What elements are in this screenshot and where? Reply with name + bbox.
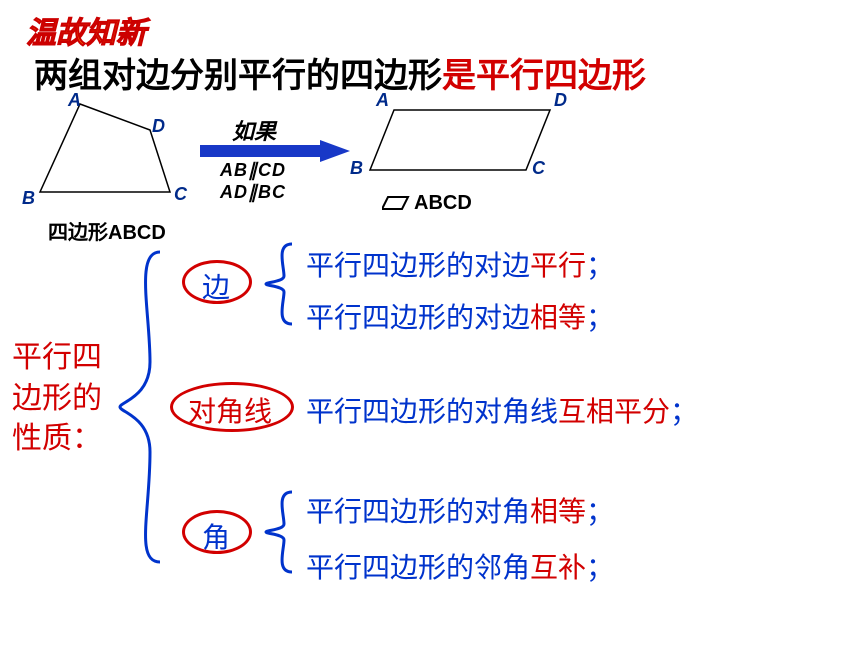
properties-area: 平行四 边形的 性质： 边 对角线 角 平行四边形的对边平行； 平行四边形的对边… (10, 242, 840, 622)
para-label-d: D (554, 90, 567, 111)
prop-edge-2: 平行四边形的对边相等； (306, 296, 614, 336)
prop-edge-2-blue: 平行四边形的对边 (306, 303, 530, 334)
main-brace-path (120, 252, 160, 562)
side-label-line-3: 性质： (12, 419, 102, 460)
prop-diag-red: 互相平分 (558, 397, 670, 428)
category-edge: 边 (202, 266, 230, 306)
quad-label-b: B (22, 188, 35, 209)
quad-caption: 四边形ABCD (48, 216, 166, 245)
side-label-line-1: 平行四 (12, 338, 102, 379)
quad-label-c: C (174, 184, 187, 205)
review-title: 温故知新 (26, 8, 146, 52)
category-angle: 角 (202, 516, 230, 556)
para-label-c: C (532, 158, 545, 179)
parallelogram-shape (370, 110, 550, 170)
angle-brace-svg (258, 486, 298, 578)
prop-angle-1-red: 相等 (530, 497, 586, 528)
para-symbol-svg (382, 194, 412, 214)
diagram-area: A D B C 四边形ABCD 如果 AB∥CD AD∥BC A D B C A… (20, 98, 620, 238)
prop-edge-1-red: 平行 (530, 251, 586, 282)
prop-angle-1-tail: ； (586, 497, 614, 528)
prop-edge-2-tail: ； (586, 303, 614, 334)
category-diag: 对角线 (188, 390, 272, 430)
para-label-a: A (376, 90, 389, 111)
prop-diag: 平行四边形的对角线互相平分； (306, 390, 698, 430)
prop-angle-2-red: 互补 (530, 553, 586, 584)
prop-edge-2-red: 相等 (530, 303, 586, 334)
quad-label-d: D (152, 116, 165, 137)
angle-brace-path (266, 492, 292, 572)
arrow-svg (200, 140, 350, 162)
prop-edge-1-tail: ； (586, 251, 614, 282)
quadrilateral-shape (40, 104, 170, 192)
prop-angle-2: 平行四边形的邻角互补； (306, 546, 614, 586)
prop-edge-1-blue: 平行四边形的对边 (306, 251, 530, 282)
edge-brace-path (266, 244, 292, 324)
properties-side-label: 平行四 边形的 性质： (12, 338, 102, 460)
prop-edge-1: 平行四边形的对边平行； (306, 244, 614, 284)
condition-2: AD∥BC (220, 182, 286, 203)
arrow-shape (200, 140, 350, 162)
main-title-red: 是平行四边形 (442, 57, 646, 95)
edge-brace-svg (258, 238, 298, 330)
prop-angle-1: 平行四边形的对角相等； (306, 490, 614, 530)
para-symbol-shape (382, 197, 408, 209)
prop-diag-tail: ； (670, 397, 698, 428)
quad-label-a: A (68, 90, 81, 111)
prop-angle-1-blue: 平行四边形的对角 (306, 497, 530, 528)
prop-angle-2-blue: 平行四边形的邻角 (306, 553, 530, 584)
condition-1: AB∥CD (220, 160, 286, 181)
main-brace-svg (110, 242, 170, 572)
quadrilateral-svg (20, 98, 190, 208)
para-label-b: B (350, 158, 363, 179)
side-label-line-2: 边形的 (12, 379, 102, 420)
prop-angle-2-tail: ； (586, 553, 614, 584)
para-symbol-caption: ABCD (414, 192, 472, 215)
prop-diag-blue: 平行四边形的对角线 (306, 397, 558, 428)
